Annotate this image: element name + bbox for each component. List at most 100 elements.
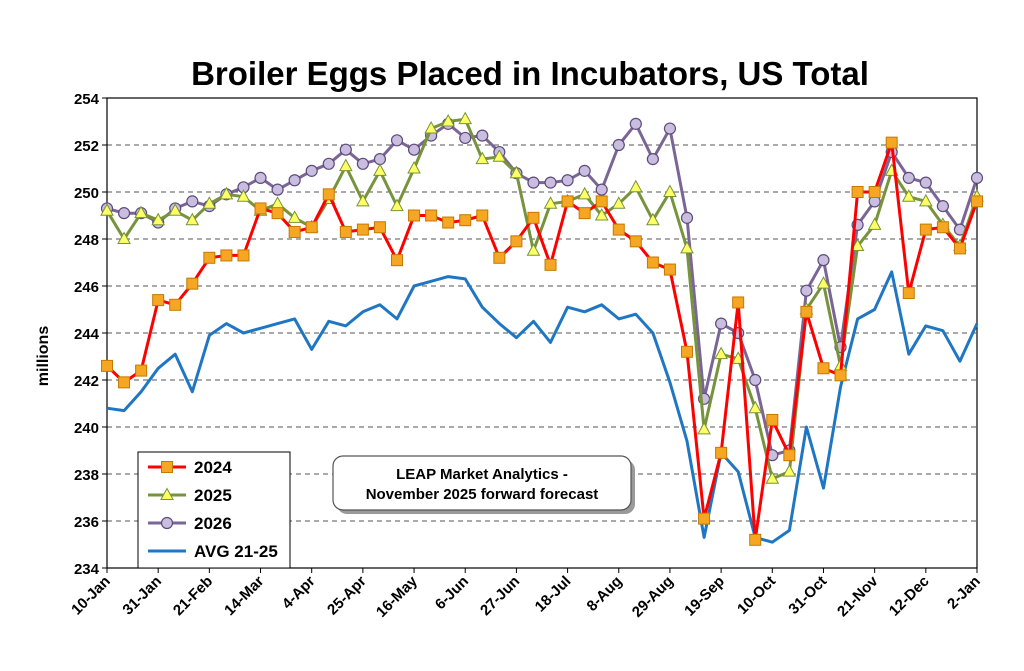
data-point (526, 243, 541, 256)
data-point (169, 298, 182, 311)
y-tick-label: 244 (74, 326, 100, 343)
data-point (953, 242, 966, 255)
data-point (544, 176, 557, 189)
data-point (100, 203, 114, 216)
legend-label: 2025 (194, 486, 232, 505)
data-point (475, 151, 490, 165)
data-point (476, 209, 489, 222)
data-point (868, 186, 881, 198)
data-point (594, 207, 609, 221)
data-point (885, 136, 898, 149)
data-point (646, 212, 660, 226)
data-point (919, 223, 932, 236)
data-point (681, 345, 693, 358)
data-point (561, 174, 574, 187)
data-point (339, 225, 352, 238)
y-tick-label: 250 (74, 185, 99, 202)
data-point (203, 251, 216, 264)
data-point (373, 221, 386, 234)
data-point (817, 362, 830, 375)
data-point (441, 113, 456, 127)
data-point (918, 193, 933, 207)
annotation-box: LEAP Market Analytics - November 2025 fo… (332, 455, 635, 514)
data-point (186, 277, 199, 290)
data-point (748, 400, 763, 414)
x-tick-label: 25-Apr (324, 573, 370, 619)
data-point (816, 276, 831, 289)
data-point (663, 263, 676, 276)
data-point (971, 195, 983, 208)
data-point (168, 203, 183, 216)
data-point (356, 193, 370, 207)
y-tick-label: 248 (74, 232, 99, 249)
data-point (749, 373, 762, 387)
data-point (629, 117, 642, 130)
y-tick-label: 234 (74, 561, 100, 578)
legend: 2024 2025 2026 AVG 21-25 (137, 451, 291, 569)
data-point (390, 134, 404, 147)
data-point (459, 214, 472, 227)
data-point (749, 533, 762, 546)
x-tick-label: 16-May (373, 572, 421, 620)
data-point (476, 129, 489, 142)
y-tick-label: 252 (74, 138, 99, 155)
x-tick-label: 27-Jun (477, 573, 523, 619)
x-tick-label: 19-Sep (681, 573, 728, 620)
annotation-line-1: LEAP Market Analytics - (396, 466, 568, 483)
series-line (105, 117, 979, 481)
x-tick-label: 18-Jul (532, 573, 575, 616)
data-point (544, 258, 557, 271)
data-point (698, 512, 711, 525)
data-point (356, 223, 369, 236)
x-tick-label: 29-Aug (629, 573, 677, 621)
y-tick-label: 246 (74, 279, 99, 296)
data-point (715, 317, 728, 330)
series-line (106, 122, 979, 457)
data-point (424, 121, 438, 134)
data-point (254, 202, 267, 215)
y-tick-label: 240 (74, 420, 99, 437)
data-point (510, 235, 523, 248)
data-point (442, 216, 455, 229)
data-point (356, 157, 369, 170)
data-point (936, 221, 949, 234)
data-point (902, 171, 915, 184)
data-point (867, 217, 882, 230)
data-point (117, 231, 131, 244)
data-point (338, 158, 353, 172)
data-point (373, 153, 387, 166)
y-tick-label: 236 (74, 514, 99, 531)
data-point (629, 235, 642, 248)
x-tick-label: 31-Jan (119, 573, 165, 619)
data-point (254, 171, 267, 184)
data-point (288, 225, 301, 238)
data-point (509, 165, 524, 179)
legend-label: 2026 (194, 514, 232, 533)
data-point (151, 212, 166, 226)
series-avg-21-25 (106, 270, 979, 544)
x-tick-label: 21-Feb (170, 573, 216, 619)
data-point (390, 198, 404, 212)
data-point (202, 196, 217, 209)
data-point (901, 189, 916, 202)
series-layer (100, 111, 984, 546)
data-point (408, 209, 421, 222)
data-point (850, 238, 865, 252)
data-point (407, 160, 421, 174)
data-point (117, 207, 131, 220)
data-point (287, 210, 302, 223)
data-point (305, 164, 318, 177)
data-point (220, 249, 233, 262)
data-point (305, 221, 318, 234)
data-point (595, 195, 608, 208)
x-tick-label: 2-Jan (944, 573, 984, 613)
data-point (118, 376, 131, 389)
data-point (391, 254, 403, 267)
data-point (492, 149, 507, 162)
data-point (680, 211, 694, 224)
data-point (186, 195, 199, 208)
data-point (339, 143, 352, 156)
data-point (237, 249, 250, 262)
